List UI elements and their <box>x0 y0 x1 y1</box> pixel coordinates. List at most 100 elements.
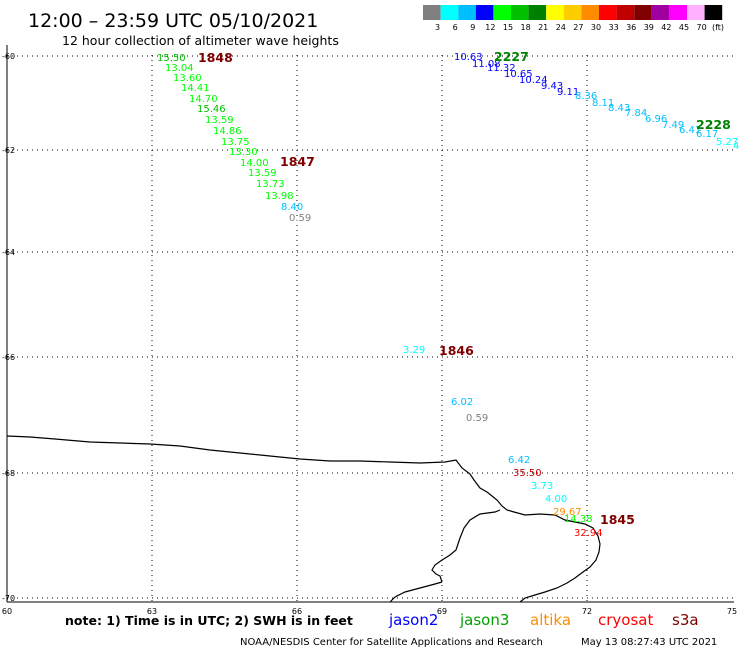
wave-height-label: 14.86 <box>213 126 242 137</box>
wave-height-label: 0.59 <box>466 413 488 424</box>
wave-height-label: 10.24 <box>519 75 548 86</box>
colorbar-swatch <box>599 5 617 20</box>
wave-height-colorbar: 3 6 9 12 15 18 21 24 27 30 33 36 39 42 45 70 (ft) <box>423 5 724 32</box>
colorbar-label: 70 <box>697 23 707 32</box>
colorbar-swatch <box>475 5 494 20</box>
wave-height-label: 13.04 <box>165 63 194 74</box>
colorbar-swatch <box>581 5 599 20</box>
lon-tick-label: 69 <box>437 607 447 616</box>
colorbar-swatch <box>563 5 582 20</box>
colorbar-label: 6 <box>453 23 458 32</box>
colorbar-label: 9 <box>470 23 475 32</box>
wave-height-label: 13.59 <box>205 115 234 126</box>
lon-tick-label: 63 <box>147 607 157 616</box>
antarctic-coastline <box>6 435 601 603</box>
wave-height-label: 29.67 <box>553 507 582 518</box>
lat-tick-label: -68 <box>2 469 15 478</box>
colorbar-label: 21 <box>538 23 548 32</box>
lat-tick-label: -66 <box>2 353 15 362</box>
colorbar-label: 24 <box>556 23 566 32</box>
colorbar-swatch <box>440 5 459 20</box>
footer-timestamp: May 13 08:27:43 UTC 2021 <box>581 637 717 648</box>
wave-height-label: 3.29 <box>403 345 425 356</box>
graticule <box>7 55 734 602</box>
wave-height-label: 14.38 <box>564 514 593 525</box>
wave-height-label: 13.75 <box>221 137 250 148</box>
wave-height-label: 7.49 <box>662 120 684 131</box>
colorbar-swatch <box>704 5 723 20</box>
satellite-legend-altika: altika <box>530 611 571 629</box>
wave-height-label: 7.84 <box>625 108 647 119</box>
satellite-legend-jason2: jason2 <box>388 611 438 629</box>
lon-tick-label: 75 <box>727 607 737 616</box>
colorbar-label: 42 <box>661 23 671 32</box>
lat-tick-label: -70 <box>2 594 15 603</box>
wave-height-label: 13.60 <box>173 73 202 84</box>
lat-tick-label: -64 <box>2 248 15 257</box>
satellite-legend-s3a: s3a <box>672 611 699 629</box>
colorbar-swatch <box>493 5 511 20</box>
wave-height-label: 11.08 <box>472 59 501 70</box>
lon-tick-label: 72 <box>582 607 592 616</box>
pass-time-label: 1846 <box>439 343 474 358</box>
wave-height-label: 15.46 <box>197 104 226 115</box>
wave-height-label: 6.02 <box>451 397 473 408</box>
colorbar-label: 45 <box>679 23 689 32</box>
wave-height-label: 4.00 <box>545 494 567 505</box>
colorbar-label: 33 <box>609 23 619 32</box>
map-subtitle: 12 hour collection of altimeter wave hei… <box>62 33 339 48</box>
wave-height-label: 0.59 <box>289 213 311 224</box>
pass-time-label: 1845 <box>600 512 635 527</box>
lon-tick-label: 60 <box>2 607 12 616</box>
colorbar-swatch <box>687 5 705 20</box>
wave-height-label: 10.65 <box>504 69 533 80</box>
colorbar-swatch <box>511 5 529 20</box>
wave-height-label: 14.41 <box>181 83 210 94</box>
colorbar-label: 3 <box>435 23 440 32</box>
wave-height-label: 13.98 <box>265 191 294 202</box>
footer-note: note: 1) Time is in UTC; 2) SWH is in fe… <box>65 613 353 628</box>
colorbar-swatch <box>651 5 670 20</box>
wave-height-label: 13.73 <box>256 179 285 190</box>
wave-height-label: 9.11 <box>557 87 579 98</box>
wave-height-label: 11.32 <box>487 63 516 74</box>
satellite-legend-cryosat: cryosat <box>598 611 653 629</box>
wave-height-label: 8.11 <box>592 98 614 109</box>
wave-height-label: 6.17 <box>696 129 718 140</box>
lon-tick-label: 66 <box>292 607 302 616</box>
wave-height-label: 6.42 <box>508 455 530 466</box>
wave-height-label: 4 <box>733 141 739 152</box>
wave-height-label: 13.59 <box>248 168 277 179</box>
wave-height-label: 14.70 <box>189 94 218 105</box>
wave-height-label: 6.41 <box>679 125 701 136</box>
footer-credit: NOAA/NESDIS Center for Satellite Applica… <box>240 637 543 648</box>
wave-height-label: 35.50 <box>513 468 542 479</box>
map-title: 12:00 – 23:59 UTC 05/10/2021 <box>28 10 318 32</box>
colorbar-swatch <box>528 5 547 20</box>
pass-time-label: 1847 <box>280 154 315 169</box>
wave-height-label: 3.73 <box>531 481 553 492</box>
colorbar-swatch <box>634 5 652 20</box>
colorbar-swatch <box>616 5 635 20</box>
colorbar-label: 39 <box>644 23 654 32</box>
pass-time-label: 2228 <box>696 117 731 132</box>
colorbar-swatch <box>423 5 441 20</box>
wave-height-label: 32.94 <box>574 528 603 539</box>
colorbar-label: 12 <box>485 23 495 32</box>
satellite-legend-jason3: jason3 <box>459 611 509 629</box>
colorbar-label: 18 <box>521 23 531 32</box>
axis-ticks: 60 63 66 69 72 75 -60 -62 -64 -66 -68 -70 <box>2 52 737 616</box>
pass-time-label: 1848 <box>198 50 233 65</box>
lat-tick-label: -60 <box>2 52 15 61</box>
pass-time-label: 2227 <box>494 49 529 64</box>
colorbar-label: 30 <box>591 23 601 32</box>
colorbar-swatch <box>546 5 564 20</box>
wave-height-label: 15.50 <box>157 53 186 64</box>
colorbar-label: 15 <box>503 23 513 32</box>
lat-tick-label: -62 <box>2 146 15 155</box>
wave-height-label: 8.43 <box>608 103 630 114</box>
colorbar-label: 27 <box>573 23 583 32</box>
wave-height-label: 14.00 <box>240 158 269 169</box>
wave-height-label: 5.27 <box>716 137 738 148</box>
wave-height-observations: 15.5013.0413.6014.4114.7015.4613.5914.86… <box>157 52 739 539</box>
